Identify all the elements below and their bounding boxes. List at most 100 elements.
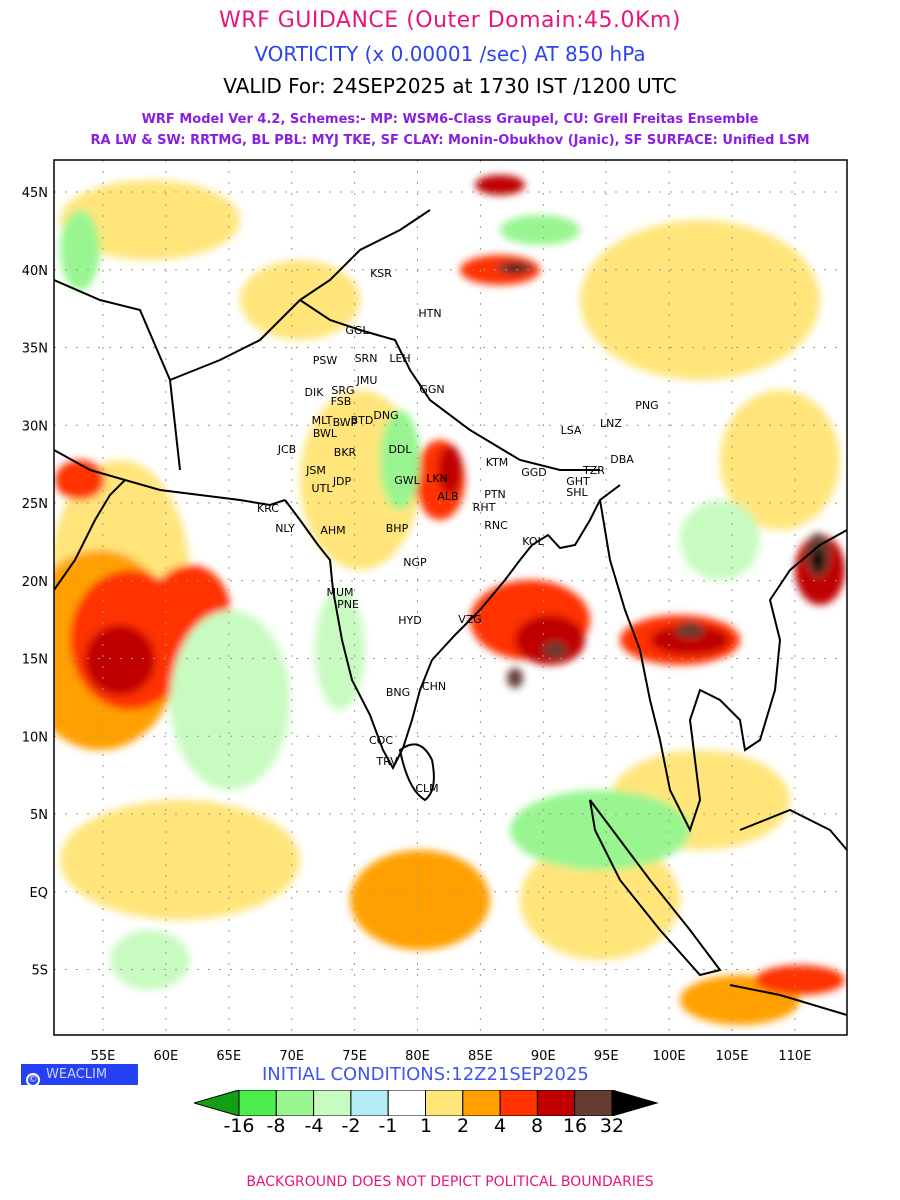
city-label: BWP [333,416,358,429]
city-label: BWL [313,427,338,440]
city-label: LSA [561,424,582,437]
model-info-line-1: WRF Model Ver 4.2, Schemes:- MP: WSM6-Cl… [141,112,759,127]
city-label: MUM [326,586,353,599]
lon-tick-label: 80E [405,1049,430,1064]
vorticity-contour [543,642,567,658]
city-label: JCB [277,443,296,456]
colorbar-label: -8 [266,1115,286,1137]
vorticity-contour [507,265,523,271]
colorbar-swatch [387,1090,426,1116]
vorticity-contour [680,500,760,580]
city-label: GWL [394,474,420,487]
city-label: FSB [331,395,352,408]
vorticity-contour [350,850,490,950]
city-label: DBA [610,453,634,466]
colorbar-swatch [499,1090,538,1116]
vorticity-contour [515,615,585,665]
lat-tick-label: 5N [30,808,48,823]
city-label: BKR [334,446,357,459]
colorbar-label: 1 [419,1115,433,1137]
vorticity-contour [60,180,240,260]
city-label: CHN [422,680,446,693]
city-label: ALB [437,490,458,503]
city-label: PSW [313,354,338,367]
city-label: UTL [312,482,334,495]
city-label: PTN [484,488,506,501]
city-label: KOL [522,535,544,548]
city-label: GGD [521,466,547,479]
lat-tick-label: 30N [22,419,48,434]
colorbar-swatch [275,1090,315,1116]
lon-tick-label: 85E [468,1049,493,1064]
city-label: RNC [484,519,508,532]
colorbar [194,1090,659,1116]
city-label: TZR [582,464,605,477]
city-label: HYD [398,614,421,627]
lat-tick-label: 25N [22,497,48,512]
vorticity-contour [812,548,824,572]
colorbar-label: -4 [304,1115,324,1137]
city-label: JSM [305,464,326,477]
colorbar-swatch [574,1090,613,1116]
city-label: BNG [386,686,410,699]
axis-labels: 45N 40N 35N 30N 25N 20N 15N 10N 5N EQ 5S 55E 60E 65E 7… [22,186,812,1064]
colorbar-label: -1 [378,1115,398,1137]
vorticity-contour [510,790,690,870]
vorticity-contour [676,622,704,638]
colorbar-swatch [313,1090,352,1116]
chart-title: WRF GUIDANCE (Outer Domain:45.0Km) [219,8,681,33]
city-label: NGP [403,556,427,569]
city-label: LEH [389,352,410,365]
colorbar-label: 16 [562,1115,588,1137]
disclaimer: BACKGROUND DOES NOT DEPICT POLITICAL BOU… [246,1174,654,1190]
city-label: COC [369,734,393,747]
vorticity-contour [438,445,462,495]
city-label: HTN [418,307,441,320]
vorticity-contour [475,175,525,195]
lat-tick-label: 10N [22,730,48,745]
city-label: SRN [355,352,378,365]
city-label: BTD [351,414,374,427]
city-label: GGL [345,324,369,337]
lat-tick-label: EQ [30,886,48,901]
vorticity-contour [507,668,523,688]
lat-tick-label: 35N [22,342,48,357]
lon-tick-label: 65E [216,1049,241,1064]
lon-tick-label: 100E [653,1049,686,1064]
city-label: DDL [388,443,412,456]
lon-tick-label: 105E [715,1049,748,1064]
variable-subtitle: VORTICITY (x 0.00001 /sec) AT 850 hPa [254,42,646,66]
city-label: VZG [458,613,482,626]
vorticity-contour [60,800,300,920]
city-label: SRG [331,384,354,397]
city-label: JMU [356,374,378,387]
city-label: LNZ [600,417,622,430]
lat-lon-grid [54,160,847,1035]
lon-tick-label: 95E [594,1049,619,1064]
lat-tick-label: 45N [22,186,48,201]
lat-tick-label: 20N [22,575,48,590]
city-label: CLM [415,782,438,795]
city-label: NLY [275,522,295,535]
city-label: SHL [566,486,588,499]
city-label: LKN [426,472,448,485]
vorticity-contour [720,390,840,530]
lon-tick-label: 90E [531,1049,556,1064]
city-label: PNG [635,399,658,412]
vorticity-contour [55,460,105,500]
colorbar-swatch [238,1090,277,1116]
vorticity-contour [85,625,155,695]
lat-tick-label: 15N [22,653,48,668]
coastlines [54,209,847,1016]
vorticity-contour [650,625,730,655]
lon-tick-label: 75E [342,1049,367,1064]
vorticity-contour [60,210,100,290]
city-label: AHM [320,524,345,537]
colorbar-label: 2 [456,1115,470,1137]
city-label: DIK [305,386,325,399]
model-info-line-2: RA LW & SW: RRTMG, BL PBL: MYJ TKE, SF C… [90,133,810,148]
colorbar-label: -2 [341,1115,361,1137]
lon-tick-label: 110E [778,1049,811,1064]
